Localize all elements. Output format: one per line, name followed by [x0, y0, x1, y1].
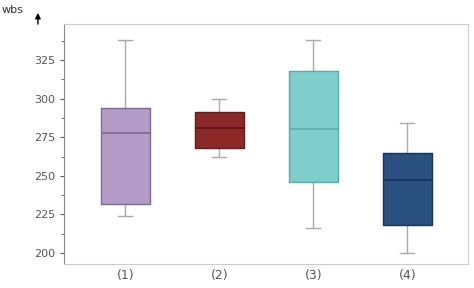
Bar [195, 113, 244, 148]
Bar [383, 153, 432, 225]
Text: wbs: wbs [2, 5, 24, 15]
Bar [289, 71, 338, 182]
Bar [101, 108, 150, 204]
